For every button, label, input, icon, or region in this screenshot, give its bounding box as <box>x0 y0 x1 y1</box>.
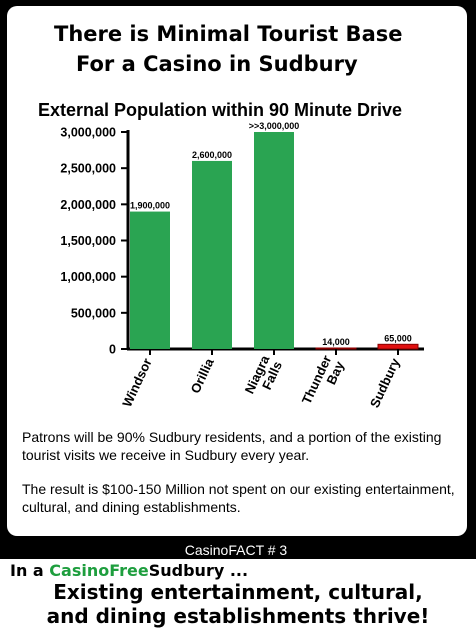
note-paragraph-1: Patrons will be 90% Sudbury residents, a… <box>22 429 442 463</box>
y-tick-label: 0 <box>109 343 116 357</box>
data-label: 2,600,000 <box>192 150 232 160</box>
y-tick-label: 500,000 <box>71 306 116 320</box>
x-tick-label: Windsor <box>119 356 155 409</box>
casino-fact-label: CasinoFACT # 3 <box>8 541 464 559</box>
bar-sudbury <box>377 343 419 350</box>
bar-chart: 0 500,000 1,000,000 1,500,000 2,000,000 2,500… <box>60 121 424 412</box>
slogan-line-2: and dining establishments thrive! <box>46 604 430 628</box>
data-label: 14,000 <box>322 337 350 347</box>
x-tick-label-line: Orillia <box>188 355 217 395</box>
tagline-ellipsis: ... <box>229 561 249 580</box>
x-tick-label-line: Windsor <box>119 356 155 409</box>
y-tick-label: 1,500,000 <box>60 234 116 248</box>
x-tick-label: ThunderBay <box>299 352 348 412</box>
headline-line-2: For a Casino in Sudbury <box>76 52 358 76</box>
brand-sudbury: Sudbury <box>148 561 225 580</box>
content-panel <box>7 6 467 536</box>
slogan-line-1: Existing entertainment, cultural, <box>53 580 423 604</box>
y-tick-label: 3,000,000 <box>60 126 116 140</box>
x-tick-label: Sudbury <box>367 355 403 410</box>
data-label: 65,000 <box>384 333 412 343</box>
bar-thunder-bay <box>315 347 357 350</box>
x-tick-label-line: Sudbury <box>367 355 403 410</box>
brand-casino-free: CasinoFree <box>49 561 149 580</box>
data-label: >>3,000,000 <box>249 121 300 131</box>
bar-windsor <box>130 211 170 349</box>
chart-title: External Population within 90 Minute Dri… <box>38 100 403 120</box>
data-label: 1,900,000 <box>130 201 170 211</box>
tagline: In a CasinoFreeSudbury ... <box>10 561 248 580</box>
bar-orillia <box>192 160 232 349</box>
note-paragraph-2: The result is $100-150 Million not spent… <box>22 481 455 515</box>
y-tick-label: 2,500,000 <box>60 162 116 176</box>
bar-niagra-falls <box>254 132 294 349</box>
tagline-prefix: In a <box>10 561 44 580</box>
y-tick-label: 1,000,000 <box>60 270 116 284</box>
x-tick-label: NiagraFalls <box>242 352 286 402</box>
y-tick-label: 2,000,000 <box>60 198 116 212</box>
headline-line-1: There is Minimal Tourist Base <box>54 22 403 46</box>
x-tick-label: Orillia <box>188 355 217 395</box>
footer: In a CasinoFreeSudbury ... Existing ente… <box>0 559 476 635</box>
